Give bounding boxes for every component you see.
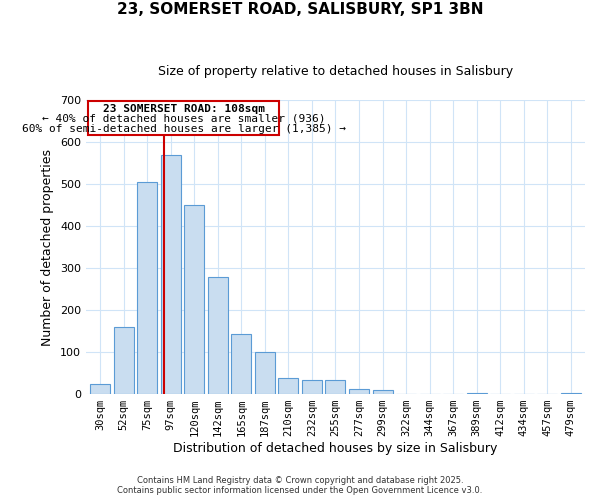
Bar [255,352,275,394]
Y-axis label: Number of detached properties: Number of detached properties [41,148,55,346]
X-axis label: Distribution of detached houses by size in Salisbury: Distribution of detached houses by size … [173,442,497,455]
Bar [90,384,110,394]
Bar [208,278,228,394]
Bar [349,389,369,394]
Text: 60% of semi-detached houses are larger (1,385) →: 60% of semi-detached houses are larger (… [22,124,346,134]
Bar [467,393,487,394]
Bar [161,154,181,394]
Bar [113,327,134,394]
Bar [302,380,322,394]
Text: Contains HM Land Registry data © Crown copyright and database right 2025.
Contai: Contains HM Land Registry data © Crown c… [118,476,482,495]
Text: 23 SOMERSET ROAD: 108sqm: 23 SOMERSET ROAD: 108sqm [103,104,265,114]
Bar [373,390,392,394]
Title: Size of property relative to detached houses in Salisbury: Size of property relative to detached ho… [158,65,513,78]
Text: 23, SOMERSET ROAD, SALISBURY, SP1 3BN: 23, SOMERSET ROAD, SALISBURY, SP1 3BN [117,2,483,18]
Text: ← 40% of detached houses are smaller (936): ← 40% of detached houses are smaller (93… [42,114,325,124]
Bar [232,334,251,394]
Bar [137,182,157,394]
Bar [561,393,581,394]
FancyBboxPatch shape [88,101,279,135]
Bar [184,205,204,394]
Bar [325,380,346,394]
Bar [278,378,298,394]
